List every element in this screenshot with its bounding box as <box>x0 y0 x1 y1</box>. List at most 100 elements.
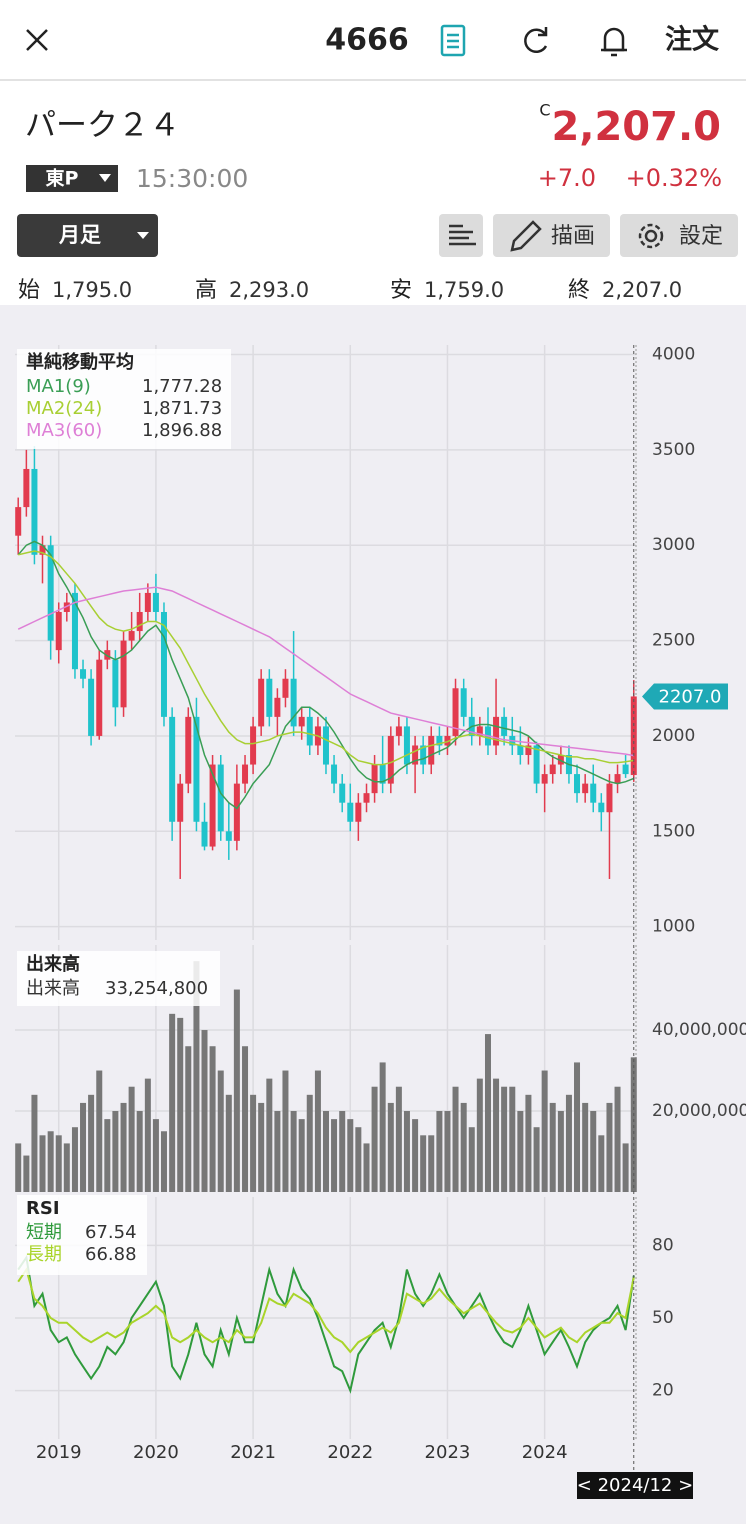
legend-value: 33,254,800 <box>105 978 208 999</box>
candle-body <box>582 783 589 794</box>
pencil-icon <box>510 220 542 252</box>
candle-body <box>387 735 394 784</box>
legend-name: 長期 <box>26 1244 62 1265</box>
y-tick-label: 80 <box>652 1235 674 1255</box>
legend-name: MA3(60) <box>26 420 102 441</box>
volume-bar <box>31 1094 38 1192</box>
volume-bar <box>541 1070 548 1192</box>
candle-body <box>420 745 427 765</box>
volume-bar <box>484 1034 491 1192</box>
memo-button[interactable] <box>440 24 466 57</box>
cursor-label-bg <box>577 1472 693 1499</box>
alert-button[interactable] <box>601 27 627 57</box>
candle-body <box>152 592 159 612</box>
volume-bar <box>250 1094 257 1192</box>
line-series <box>18 550 634 766</box>
candle-body <box>322 726 329 765</box>
volume-bar <box>152 1119 159 1192</box>
candle-body <box>169 716 176 822</box>
volume-bar <box>630 1057 637 1192</box>
volume-bar <box>71 1127 78 1192</box>
last-price-label: 2207.0 <box>659 686 722 707</box>
period-select[interactable] <box>17 214 158 257</box>
candle-body <box>88 678 95 736</box>
candle-body <box>590 783 597 803</box>
last-price-tag <box>642 683 728 710</box>
volume-bar <box>233 989 240 1192</box>
candle-body <box>371 764 378 794</box>
candle-body <box>306 716 313 746</box>
candle-body <box>185 716 192 784</box>
candle-body <box>476 726 483 736</box>
candle-body <box>31 468 38 555</box>
volume-bar <box>136 1111 143 1192</box>
volume-bar <box>549 1102 556 1192</box>
volume-bar <box>209 1046 216 1192</box>
volume-bar <box>379 1062 386 1192</box>
volume-bar <box>160 1131 167 1192</box>
legend-value: 67.54 <box>85 1222 137 1243</box>
volume-bar <box>574 1062 581 1192</box>
candle-body <box>39 545 46 555</box>
ohlc-row: 始 1,795.0 高 2,293.0 安 1,759.0 終 2,207.0 <box>18 278 682 303</box>
volume-bar <box>242 1046 249 1192</box>
candle-body <box>290 678 297 727</box>
volume-bar <box>557 1111 564 1192</box>
candle-body <box>541 774 548 784</box>
volume-bar <box>39 1135 46 1192</box>
volume-bar <box>347 1119 354 1192</box>
volume-bar <box>80 1102 87 1192</box>
volume-bar <box>63 1143 70 1192</box>
candle-body <box>55 611 62 651</box>
volume-bar <box>363 1143 370 1192</box>
volume-bar <box>412 1119 419 1192</box>
candle-body <box>606 783 613 813</box>
market-caret <box>99 174 111 182</box>
volume-bar <box>225 1094 232 1192</box>
candle-body <box>428 735 435 765</box>
close-button[interactable] <box>26 29 48 51</box>
volume-bar <box>452 1086 459 1192</box>
volume-bar <box>185 1046 192 1192</box>
y-tick-label: 1500 <box>652 821 695 841</box>
candle-body <box>242 764 249 784</box>
price-flag: C <box>539 101 550 120</box>
line-series <box>17 540 635 810</box>
order-button[interactable]: 注文 <box>665 24 720 56</box>
candle-body <box>266 678 273 717</box>
time: 15:30:00 <box>136 164 248 193</box>
candle-body <box>274 697 281 717</box>
volume-bar <box>331 1119 338 1192</box>
legend-name: 短期 <box>26 1222 62 1243</box>
legend-name: MA1(9) <box>26 376 91 397</box>
candle-body <box>347 802 354 822</box>
period: 月足 <box>58 223 101 247</box>
candle-body <box>557 755 564 765</box>
volume-bar <box>201 1030 208 1192</box>
x-tick-label: 2021 <box>230 1442 276 1463</box>
volume-bar <box>128 1086 135 1192</box>
charts: 1000 1500 2000 2500 3000 3500 4000 2207.0 単純移動平均… <box>15 345 746 1499</box>
legend-box <box>17 349 231 449</box>
volume-bar <box>598 1135 605 1192</box>
candle-body <box>363 793 370 803</box>
candle-body <box>501 716 508 736</box>
candle-body <box>233 783 240 841</box>
candle-body <box>549 764 556 775</box>
volume-bar <box>15 1143 22 1192</box>
ohlc-label: 終 <box>568 278 590 303</box>
x-tick-label: 2022 <box>327 1442 373 1463</box>
candle-body <box>193 716 200 822</box>
legend-value: 66.88 <box>85 1244 137 1265</box>
y-tick-label: 20 <box>652 1381 674 1401</box>
volume-bar <box>177 1017 184 1192</box>
candle-body <box>517 745 524 756</box>
market: 東P <box>46 167 79 190</box>
refresh-button[interactable] <box>524 27 548 53</box>
y-tick-label: 20,000,000 <box>652 1101 746 1121</box>
legend-name: MA2(24) <box>26 398 102 419</box>
volume-bar <box>298 1119 305 1192</box>
volume-bar <box>501 1086 508 1192</box>
indicator-button[interactable] <box>439 214 483 257</box>
